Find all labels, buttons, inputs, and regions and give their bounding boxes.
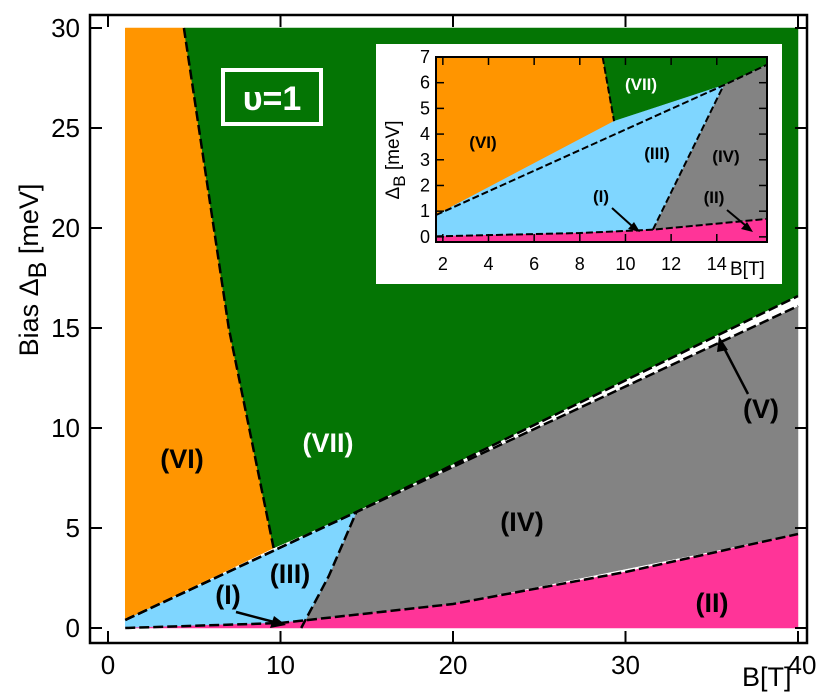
main-y-tick-label: 30 — [51, 13, 80, 43]
inset-region-label-iv: (IV) — [712, 147, 739, 166]
main-x-tick-label: 0 — [101, 650, 115, 680]
inset-x-tick-label: 12 — [661, 254, 681, 274]
main-x-tick-label: 30 — [611, 650, 640, 680]
main-x-tick-label: 20 — [439, 650, 468, 680]
inset-region-label-i: (I) — [593, 187, 609, 206]
main-plot-boundaries — [124, 27, 799, 630]
main-x-axis-label: B[T] — [742, 662, 792, 692]
boundary-pink — [125, 532, 799, 630]
inset-x-tick-label: 2 — [438, 254, 448, 274]
inset-plot-regions — [435, 56, 768, 243]
main-y-tick-label: 15 — [51, 313, 80, 343]
region-label-iii: (III) — [270, 559, 311, 589]
main-x-tick-label: 10 — [266, 650, 295, 680]
inset-boundary-iii-iv — [651, 84, 725, 231]
inset-region-i-arrow — [611, 207, 640, 232]
inset-y-tick-label: 3 — [420, 150, 430, 170]
inset-boundary-pink — [435, 217, 768, 238]
inset-region-label-vi: (VI) — [469, 133, 496, 152]
inset-y-tick-label: 0 — [420, 227, 430, 247]
main-y-tick-label: 25 — [51, 113, 80, 143]
inset-y-tick-label: 6 — [420, 73, 430, 93]
filling-factor-label: υ=1 — [243, 80, 302, 118]
inset-x-tick-label: 4 — [483, 254, 493, 274]
filling-factor-box — [221, 68, 323, 126]
inset-y-tick-label: 4 — [420, 124, 430, 144]
main-x-tick-label: 40 — [788, 650, 817, 680]
inset-region-label-iii: (III) — [644, 144, 670, 163]
main-y-tick-label: 5 — [66, 513, 80, 543]
inset-plot-boundaries — [435, 56, 768, 238]
inset-y-tick-label: 5 — [420, 98, 430, 118]
inset-y-tick-label: 1 — [420, 201, 430, 221]
boundary-iii-iv — [300, 511, 358, 629]
inset-x-tick-label: 10 — [615, 254, 635, 274]
region-i-arrow — [235, 610, 286, 628]
inset-y-axis-label: ΔB [meV] — [383, 121, 409, 200]
region-label-v: (V) — [743, 394, 779, 424]
filling-factor-badge: υ=1 — [221, 68, 323, 126]
inset-region-label-ii: (II) — [704, 188, 725, 207]
main-y-tick-label: 10 — [51, 413, 80, 443]
main-y-tick-label: 20 — [51, 213, 80, 243]
inset-x-tick-label: 8 — [575, 254, 585, 274]
region-label-i: (I) — [215, 580, 240, 610]
region-v-arrow — [717, 336, 750, 395]
region-label-iv: (IV) — [500, 507, 544, 537]
inset-plot-frame — [435, 56, 768, 243]
inset-y-tick-label: 7 — [420, 47, 430, 67]
region-label-vii: (VII) — [303, 428, 354, 458]
inset-y-tick-label: 2 — [420, 175, 430, 195]
boundary-vi-vii — [182, 27, 275, 549]
inset-x-tick-label: 6 — [529, 254, 539, 274]
main-y-axis-label: Bias ΔB [meV] — [14, 184, 52, 357]
inset-region-label-vii: (VII) — [625, 75, 657, 94]
inset-x-tick-label: 14 — [707, 254, 727, 274]
region-label-ii: (II) — [696, 588, 729, 618]
inset-region-ii-arrow — [726, 209, 753, 232]
inset-boundary-vi-vii — [601, 56, 616, 122]
inset-x-axis-label: B[T] — [730, 259, 765, 280]
region-label-vi: (VI) — [160, 444, 204, 474]
main-y-tick-label: 0 — [66, 613, 80, 643]
